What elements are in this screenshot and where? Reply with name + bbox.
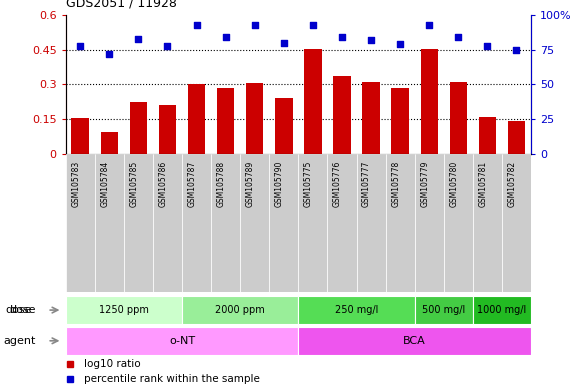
Text: GSM105781: GSM105781 [478, 161, 488, 207]
Text: 1000 mg/l: 1000 mg/l [477, 305, 526, 315]
Bar [333, 76, 351, 154]
Bar [66, 327, 298, 355]
Bar [270, 154, 298, 292]
Bar [211, 154, 240, 292]
Point [308, 22, 317, 28]
Bar [298, 327, 531, 355]
Point [250, 22, 259, 28]
Point [279, 40, 288, 46]
Bar [478, 117, 496, 154]
Point [454, 35, 463, 41]
Bar [275, 98, 292, 154]
Bar [420, 49, 438, 154]
Bar [130, 102, 147, 154]
Text: GSM105785: GSM105785 [130, 161, 138, 207]
Point [163, 43, 172, 49]
Bar [415, 296, 473, 324]
Text: BCA: BCA [403, 336, 426, 346]
Text: 250 mg/l: 250 mg/l [335, 305, 378, 315]
Bar [66, 154, 95, 292]
Text: GSM105780: GSM105780 [449, 161, 459, 207]
Bar [182, 296, 298, 324]
Point [221, 35, 230, 41]
Bar [188, 84, 206, 154]
Text: GSM105788: GSM105788 [216, 161, 226, 207]
Bar [240, 154, 270, 292]
Text: o-NT: o-NT [169, 336, 195, 346]
Bar [449, 82, 467, 154]
Text: GSM105783: GSM105783 [71, 161, 80, 207]
Bar [363, 82, 380, 154]
Bar [153, 154, 182, 292]
Bar [444, 154, 473, 292]
Point [104, 51, 114, 57]
Bar [182, 154, 211, 292]
Bar [356, 154, 385, 292]
Bar [415, 154, 444, 292]
Bar [298, 154, 327, 292]
Point [192, 22, 201, 28]
Text: agent: agent [3, 336, 36, 346]
Bar [100, 132, 118, 154]
Bar [473, 154, 502, 292]
Text: GSM105787: GSM105787 [187, 161, 196, 207]
Point [337, 35, 347, 41]
Text: GSM105777: GSM105777 [362, 161, 371, 207]
Bar [246, 83, 263, 154]
Point [396, 41, 405, 48]
Point [512, 47, 521, 53]
Bar [217, 88, 234, 154]
Text: GSM105782: GSM105782 [508, 161, 517, 207]
Text: 500 mg/l: 500 mg/l [422, 305, 465, 315]
Text: GSM105779: GSM105779 [420, 161, 429, 207]
Point [134, 36, 143, 42]
Bar [502, 154, 531, 292]
Bar [66, 296, 182, 324]
Text: GSM105789: GSM105789 [246, 161, 255, 207]
Bar [304, 49, 321, 154]
Bar [473, 296, 531, 324]
Bar [124, 154, 153, 292]
Point [367, 37, 376, 43]
Text: 1250 ppm: 1250 ppm [99, 305, 149, 315]
Text: GSM105778: GSM105778 [391, 161, 400, 207]
Point [75, 43, 85, 49]
Point [425, 22, 434, 28]
Text: dose: dose [6, 305, 32, 315]
Text: log10 ratio: log10 ratio [85, 359, 141, 369]
Bar [385, 154, 415, 292]
Bar [298, 296, 415, 324]
Bar [159, 105, 176, 154]
Bar [327, 154, 356, 292]
Text: GSM105776: GSM105776 [333, 161, 342, 207]
Text: GSM105786: GSM105786 [159, 161, 167, 207]
Text: 2000 ppm: 2000 ppm [215, 305, 265, 315]
Text: GDS2051 / 11928: GDS2051 / 11928 [66, 0, 176, 10]
Text: GSM105775: GSM105775 [304, 161, 313, 207]
Point [483, 43, 492, 49]
Text: percentile rank within the sample: percentile rank within the sample [85, 374, 260, 384]
Bar [391, 88, 409, 154]
Text: GSM105784: GSM105784 [100, 161, 109, 207]
Text: dose: dose [10, 305, 36, 315]
Bar [95, 154, 124, 292]
Bar [71, 118, 89, 154]
Text: GSM105790: GSM105790 [275, 161, 284, 207]
Bar [508, 121, 525, 154]
